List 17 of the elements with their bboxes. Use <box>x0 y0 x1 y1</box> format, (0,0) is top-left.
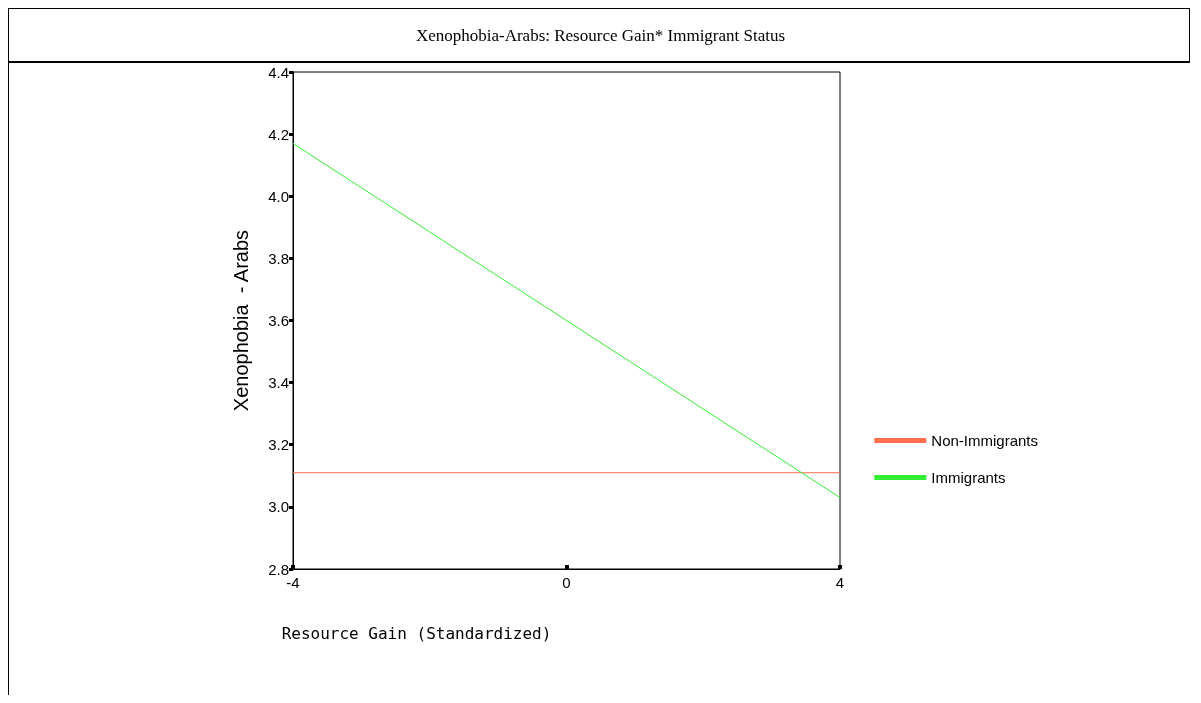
x-tick-label: 0 <box>562 574 571 591</box>
y-axis-title: Xenophobia - Arabs <box>230 229 252 412</box>
y-tick-label: 2.8 <box>268 560 289 578</box>
y-tick-label: 4.0 <box>268 187 289 205</box>
y-tick-label: 3.0 <box>268 498 289 516</box>
x-axis-title: Resource Gain (Standardized) <box>281 623 552 643</box>
x-tick-label: -4 <box>286 574 300 591</box>
chart-title: Xenophobia-Arabs: Resource Gain* Immigrant Status <box>415 26 786 45</box>
y-tick-label: 3.6 <box>268 312 289 329</box>
y-tick-label: 4.4 <box>268 63 289 81</box>
y-tick-label: 3.4 <box>268 374 289 392</box>
x-tick-label: 4 <box>835 574 845 591</box>
legend-label: Immigrants <box>931 469 1006 486</box>
y-tick-label: 3.2 <box>268 436 289 454</box>
y-tick-label: 3.8 <box>268 249 289 267</box>
legend-label: Non-Immigrants <box>931 432 1039 449</box>
y-tick-label: 4.2 <box>268 125 289 143</box>
